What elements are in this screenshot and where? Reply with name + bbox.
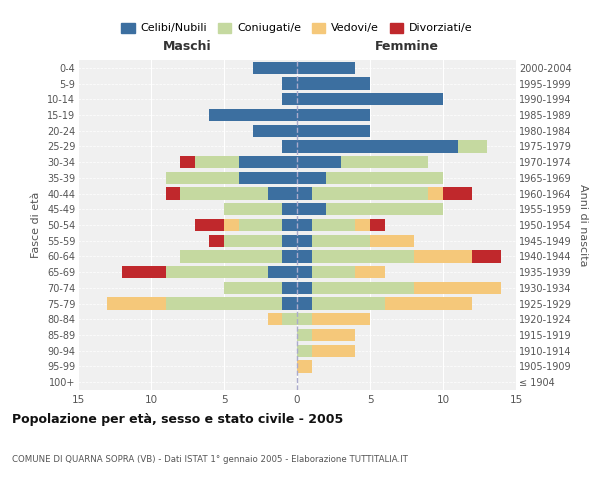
- Bar: [209, 109, 297, 121]
- Y-axis label: Fasce di età: Fasce di età: [31, 192, 41, 258]
- Bar: [297, 282, 311, 294]
- Bar: [283, 298, 297, 310]
- Bar: [283, 78, 297, 90]
- Bar: [297, 172, 326, 184]
- Bar: [268, 313, 283, 326]
- Bar: [283, 203, 297, 215]
- Bar: [224, 234, 283, 247]
- Bar: [224, 203, 283, 215]
- Bar: [297, 250, 311, 262]
- Bar: [297, 313, 311, 326]
- Bar: [253, 124, 297, 137]
- Bar: [297, 93, 443, 106]
- Bar: [283, 219, 297, 231]
- Bar: [326, 203, 443, 215]
- Bar: [370, 234, 414, 247]
- Bar: [239, 219, 283, 231]
- Bar: [283, 234, 297, 247]
- Bar: [341, 156, 428, 168]
- Bar: [311, 344, 355, 357]
- Bar: [311, 250, 414, 262]
- Bar: [311, 219, 355, 231]
- Bar: [355, 266, 385, 278]
- Bar: [414, 282, 502, 294]
- Bar: [297, 156, 341, 168]
- Text: Popolazione per età, sesso e stato civile - 2005: Popolazione per età, sesso e stato civil…: [12, 412, 343, 426]
- Bar: [311, 234, 370, 247]
- Bar: [297, 62, 355, 74]
- Bar: [195, 156, 239, 168]
- Bar: [297, 219, 311, 231]
- Bar: [311, 266, 355, 278]
- Bar: [311, 188, 428, 200]
- Bar: [414, 250, 472, 262]
- Bar: [311, 282, 414, 294]
- Bar: [326, 172, 443, 184]
- Bar: [297, 124, 370, 137]
- Bar: [122, 266, 166, 278]
- Bar: [311, 298, 385, 310]
- Bar: [297, 78, 370, 90]
- Legend: Celibi/Nubili, Coniugati/e, Vedovi/e, Divorziati/e: Celibi/Nubili, Coniugati/e, Vedovi/e, Di…: [118, 20, 476, 37]
- Text: Femmine: Femmine: [374, 40, 439, 54]
- Bar: [180, 156, 195, 168]
- Y-axis label: Anni di nascita: Anni di nascita: [578, 184, 589, 266]
- Bar: [224, 282, 283, 294]
- Bar: [297, 298, 311, 310]
- Bar: [268, 188, 297, 200]
- Bar: [268, 266, 297, 278]
- Bar: [166, 188, 180, 200]
- Bar: [283, 313, 297, 326]
- Bar: [239, 172, 297, 184]
- Text: COMUNE DI QUARNA SOPRA (VB) - Dati ISTAT 1° gennaio 2005 - Elaborazione TUTTITAL: COMUNE DI QUARNA SOPRA (VB) - Dati ISTAT…: [12, 455, 408, 464]
- Bar: [195, 219, 224, 231]
- Text: Maschi: Maschi: [163, 40, 212, 54]
- Bar: [297, 188, 311, 200]
- Bar: [355, 219, 370, 231]
- Bar: [370, 219, 385, 231]
- Bar: [166, 172, 239, 184]
- Bar: [253, 62, 297, 74]
- Bar: [297, 109, 370, 121]
- Bar: [209, 234, 224, 247]
- Bar: [283, 282, 297, 294]
- Bar: [180, 250, 283, 262]
- Bar: [283, 140, 297, 152]
- Bar: [443, 188, 472, 200]
- Bar: [311, 329, 355, 341]
- Bar: [166, 266, 268, 278]
- Bar: [107, 298, 166, 310]
- Bar: [297, 140, 458, 152]
- Bar: [297, 360, 311, 372]
- Bar: [297, 344, 311, 357]
- Bar: [297, 203, 326, 215]
- Bar: [283, 93, 297, 106]
- Bar: [428, 188, 443, 200]
- Bar: [283, 250, 297, 262]
- Bar: [166, 298, 283, 310]
- Bar: [239, 156, 297, 168]
- Bar: [458, 140, 487, 152]
- Bar: [385, 298, 472, 310]
- Bar: [180, 188, 268, 200]
- Bar: [297, 329, 311, 341]
- Bar: [472, 250, 502, 262]
- Bar: [224, 219, 239, 231]
- Bar: [297, 234, 311, 247]
- Bar: [311, 313, 370, 326]
- Bar: [297, 266, 311, 278]
